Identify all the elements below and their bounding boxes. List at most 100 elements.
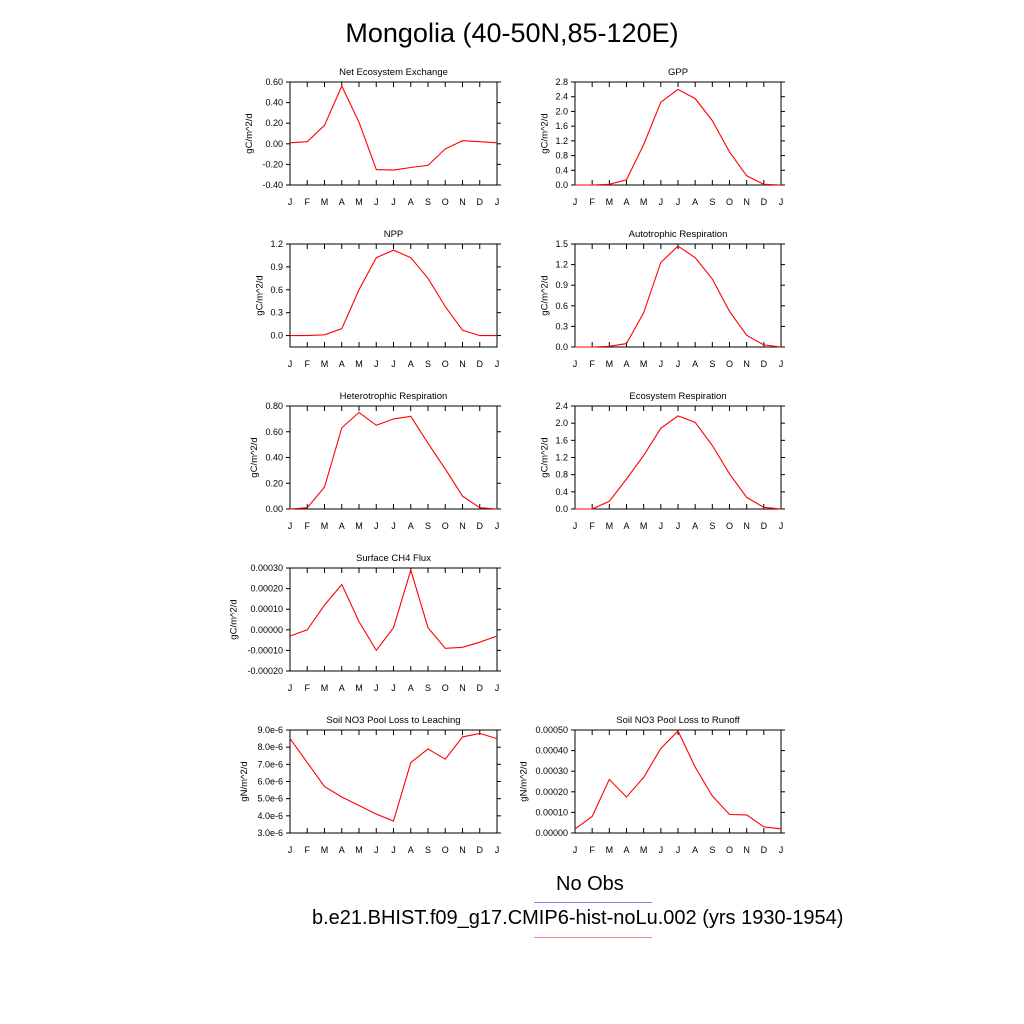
x-tick-label: O [442,197,449,207]
x-tick-label: J [495,359,500,369]
series-line [289,568,498,652]
x-tick-label: O [442,359,449,369]
x-tick-label: N [743,845,750,855]
x-tick-label: A [339,683,345,693]
x-tick-label: A [623,845,629,855]
x-tick-label: S [425,845,431,855]
x-tick-label: A [408,683,414,693]
panel-title: Ecosystem Respiration [629,391,726,402]
x-tick-label: O [726,197,733,207]
y-tick-label: 0.0 [270,331,283,341]
x-tick-label: J [573,521,578,531]
x-tick-label: M [640,359,648,369]
y-tick-label: -0.00010 [247,645,283,655]
x-tick-label: O [726,521,733,531]
panel-2: J F M A M J J A S O N D J0.00.40.81.21.62.02.42.8GPP… [539,67,785,207]
x-tick-label: N [743,197,750,207]
y-tick-label: 0.00020 [250,584,283,594]
x-tick-label: J [779,197,784,207]
y-tick-label: 0.6 [270,285,283,295]
x-tick-label: S [425,197,431,207]
x-tick-label: O [726,845,733,855]
panel-4: J F M A M J J A S O N D J0.00.30.60.91.21.5Autotroph… [539,229,785,369]
x-tick-label: A [339,521,345,531]
y-tick-label: 0.0 [555,180,568,190]
x-tick-label: J [676,197,681,207]
x-tick-label: N [743,521,750,531]
y-tick-label: 0.00020 [535,787,568,797]
panel-8: J F M A M J J A S O N D J3.0e-64.0e-65.0e-66.0e-67.0… [239,715,501,855]
x-tick-label: M [355,845,363,855]
y-tick-label: 0.40 [265,98,283,108]
y-axis-label: gC/m^2/d [539,437,550,477]
y-tick-label: -0.00020 [247,666,283,676]
x-tick-label: M [355,359,363,369]
panel-title: Net Ecosystem Exchange [339,67,448,78]
y-tick-label: -0.40 [262,180,283,190]
x-tick-label: M [606,845,614,855]
y-tick-label: 0.00030 [250,563,283,573]
x-tick-label: J [288,845,293,855]
x-tick-label: A [408,359,414,369]
x-tick-label: O [442,683,449,693]
y-tick-label: 2.4 [555,92,568,102]
x-tick-label: J [659,521,664,531]
legend-obs-label: No Obs [556,873,624,895]
panel-1: J F M A M J J A S O N D J-0.40-0.200.000.200.400.60N… [244,67,501,207]
x-tick-label: N [459,197,466,207]
x-tick-label: S [425,359,431,369]
x-tick-label: M [321,683,329,693]
y-tick-label: 4.0e-6 [257,811,283,821]
x-tick-label: J [374,359,379,369]
x-tick-label: J [495,197,500,207]
y-axis-label: gN/m^2/d [519,761,530,801]
panel-frame [289,567,498,672]
y-tick-label: 0.4 [555,487,568,497]
x-tick-label: M [321,521,329,531]
x-tick-label: J [659,359,664,369]
series-line [575,88,782,186]
y-tick-label: 0.00010 [250,604,283,614]
y-tick-label: 1.6 [555,121,568,131]
x-tick-label: M [355,683,363,693]
panel-frame [289,405,498,510]
y-axis-label: gC/m^2/d [539,275,550,315]
panel-title: Heterotrophic Respiration [340,391,448,402]
x-tick-label: D [761,197,768,207]
y-tick-label: 0.00000 [250,625,283,635]
y-tick-label: 0.00050 [535,725,568,735]
x-tick-label: F [589,359,595,369]
y-axis-label: gC/m^2/d [254,275,265,315]
panel-title: Soil NO3 Pool Loss to Leaching [326,715,460,726]
x-tick-label: F [305,521,311,531]
x-tick-label: F [305,845,311,855]
panel-title: GPP [668,67,688,78]
y-axis-label: gN/m^2/d [239,761,250,801]
x-tick-label: A [692,845,698,855]
panel-title: Surface CH4 Flux [356,553,431,564]
x-tick-label: F [589,521,595,531]
y-tick-label: 1.2 [555,260,568,270]
panel-title: Soil NO3 Pool Loss to Runoff [616,715,740,726]
y-tick-label: 1.2 [555,136,568,146]
x-tick-label: F [589,845,595,855]
x-tick-label: A [623,359,629,369]
x-tick-label: M [355,521,363,531]
x-tick-label: A [692,359,698,369]
x-tick-label: O [726,359,733,369]
x-tick-label: S [425,521,431,531]
y-tick-label: 0.00040 [535,746,568,756]
y-axis-label: gC/m^2/d [249,437,260,477]
x-tick-label: J [676,521,681,531]
legend-model-line [534,937,652,938]
x-tick-label: M [640,197,648,207]
x-tick-label: J [659,197,664,207]
x-tick-label: J [391,521,396,531]
y-tick-label: 0.80 [265,401,283,411]
y-tick-label: 0.40 [265,453,283,463]
series-line [289,411,498,510]
x-tick-label: S [425,683,431,693]
x-tick-label: J [573,197,578,207]
x-tick-label: M [606,521,614,531]
x-tick-label: A [623,197,629,207]
